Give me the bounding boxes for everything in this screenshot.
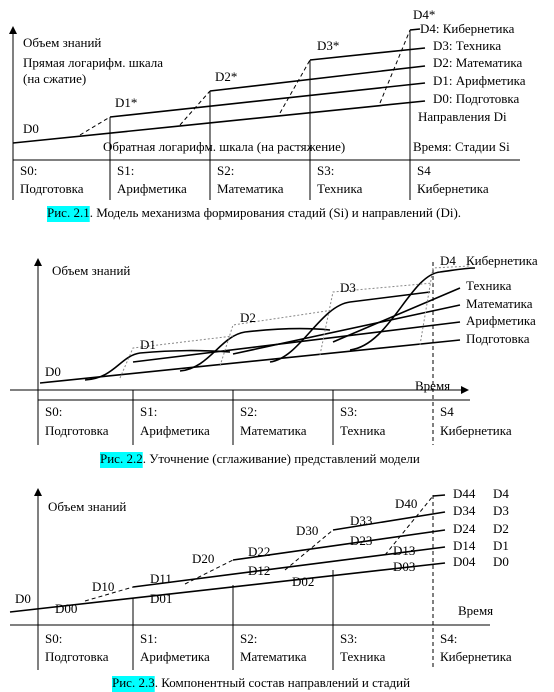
direction-label: D2: Математика	[433, 55, 523, 70]
component-label: D20	[192, 551, 214, 566]
direction-label: D4	[493, 486, 509, 501]
component-label: D11	[150, 571, 172, 586]
level-label: D2	[240, 310, 256, 325]
caption-highlight	[100, 452, 143, 468]
stage-code: S3:	[317, 163, 334, 178]
stage-name: Арифметика	[140, 649, 210, 664]
stage-code: S0:	[45, 631, 62, 646]
stage-code: S2:	[240, 404, 257, 419]
component-label: D13	[393, 543, 415, 558]
stage-name: Подготовка	[45, 649, 109, 664]
component-label: D24	[453, 521, 476, 536]
stage-name: Техника	[317, 181, 363, 196]
level-label: D3*	[317, 38, 339, 53]
stage-code: S0:	[20, 163, 37, 178]
level-label: D1*	[115, 95, 137, 110]
direction-label: D4: Кибернетика	[420, 21, 515, 36]
stage-name: Техника	[340, 423, 386, 438]
axis-label: Время: Стадии Si	[413, 139, 510, 154]
stage-code: S0:	[45, 404, 62, 419]
direction-label: Техника	[466, 278, 512, 293]
stage-name: Подготовка	[20, 181, 84, 196]
direction-label: Арифметика	[466, 313, 536, 328]
component-label: D34	[453, 503, 476, 518]
component-label: D00	[55, 601, 77, 616]
stage-name: Кибернетика	[440, 649, 512, 664]
level-label: D0	[45, 364, 61, 379]
scale-note: Прямая логарифм. шкала	[23, 55, 163, 70]
axis-label: Объем знаний	[48, 499, 126, 514]
level-label: D0	[23, 121, 39, 136]
level-label: D1	[140, 337, 156, 352]
caption-label: Рис. 2.3	[112, 675, 155, 690]
component-label: D33	[350, 513, 372, 528]
stage-name: Кибернетика	[440, 423, 512, 438]
direction-label: Подготовка	[466, 331, 530, 346]
stage-name: Математика	[240, 649, 307, 664]
scale-note: Обратная логарифм. шкала (на растяжение)	[103, 139, 345, 154]
scale-note: (на сжатие)	[23, 71, 86, 86]
stage-code: S2:	[217, 163, 234, 178]
stage-code: S1:	[140, 404, 157, 419]
direction-label: D0	[493, 554, 509, 569]
stage-code: S3:	[340, 404, 357, 419]
direction-label: D3	[493, 503, 509, 518]
component-label: D01	[150, 591, 172, 606]
level-label: D4	[440, 253, 456, 268]
direction-label: D0: Подготовка	[433, 91, 519, 106]
component-label: D04	[453, 554, 476, 569]
direction-label: D1	[493, 538, 509, 553]
axis-label: Объем знаний	[52, 263, 130, 278]
axis-label: Время	[458, 603, 493, 618]
component-label: D03	[393, 559, 415, 574]
caption-text: . Модель механизма формирования стадий (…	[90, 205, 461, 220]
caption-label: Рис. 2.2	[100, 451, 143, 466]
stage-name: Арифметика	[140, 423, 210, 438]
direction-heading: Направления Di	[418, 109, 507, 124]
stage-name: Подготовка	[45, 423, 109, 438]
component-label: D0	[15, 591, 31, 606]
figure-3-lines	[9, 488, 490, 670]
stage-code: S4	[417, 163, 431, 178]
level-label: D2*	[215, 69, 237, 84]
caption-text: . Компонентный состав направлений и стад…	[155, 675, 410, 690]
stage-code: S2:	[240, 631, 257, 646]
stage-code: S4:	[440, 631, 457, 646]
level-label: D4*	[413, 7, 435, 22]
stage-code: S1:	[117, 163, 134, 178]
component-label: D40	[395, 496, 417, 511]
stage-code: S3:	[340, 631, 357, 646]
component-label: D10	[92, 579, 114, 594]
component-label: D12	[248, 563, 270, 578]
figure-1-lines	[9, 26, 520, 200]
component-label: D30	[296, 523, 318, 538]
axis-label: Объем знаний	[23, 35, 101, 50]
direction-label: Математика	[466, 296, 533, 311]
axis-label: Время	[415, 378, 450, 393]
direction-label: D1: Арифметика	[433, 73, 526, 88]
caption-highlight	[112, 676, 155, 692]
stage-name: Кибернетика	[417, 181, 489, 196]
caption-label: Рис. 2.1	[47, 205, 90, 220]
direction-label: D3: Техника	[433, 38, 501, 53]
stage-name: Математика	[217, 181, 284, 196]
stage-code: S1:	[140, 631, 157, 646]
figure-2-lines	[10, 258, 476, 445]
stage-name: Арифметика	[117, 181, 187, 196]
direction-label: D2	[493, 521, 509, 536]
component-label: D23	[350, 533, 372, 548]
level-label: D3	[340, 280, 356, 295]
component-label: D44	[453, 486, 476, 501]
stage-name: Математика	[240, 423, 307, 438]
caption-highlight	[47, 206, 90, 222]
caption-text: . Уточнение (сглаживание) представлений …	[143, 451, 420, 466]
component-label: D14	[453, 538, 476, 553]
stage-code: S4	[440, 404, 454, 419]
component-label: D22	[248, 544, 270, 559]
direction-label: Кибернетика	[466, 253, 538, 268]
stage-name: Техника	[340, 649, 386, 664]
component-label: D02	[292, 574, 314, 589]
